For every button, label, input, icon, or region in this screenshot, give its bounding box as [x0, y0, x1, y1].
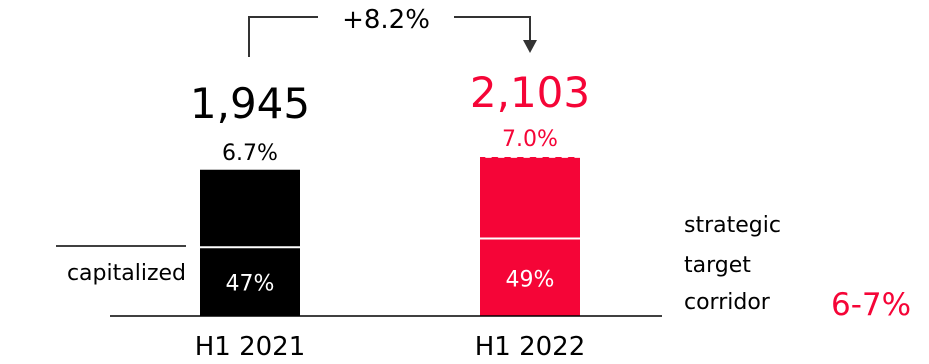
ratio-label-2021: 6.7%: [222, 141, 278, 166]
x-tick-label-2021: H1 2021: [195, 332, 306, 362]
corridor-label-line-2: target: [684, 253, 751, 278]
bar-group-h1-2021: 1,945 6.7% 47% H1 2021: [190, 79, 310, 362]
value-label-2022: 2,103: [470, 68, 590, 117]
ratio-label-2022: 7.0%: [502, 127, 558, 152]
bar-h1-2022: [480, 157, 580, 316]
bar-group-h1-2022: 2,103 7.0% 49% H1 2022: [470, 68, 590, 362]
capitalized-share-label-2021: 47%: [226, 272, 275, 297]
corridor-label-line-1: strategic: [684, 213, 781, 238]
change-bracket-line-right: [454, 16, 531, 40]
corridor-value: 6-7%: [831, 287, 911, 323]
capitalized-label: capitalized: [67, 261, 186, 286]
x-tick-label-2022: H1 2022: [475, 332, 586, 362]
change-bracket-line-left: [248, 16, 318, 57]
change-bracket: +8.2%: [248, 5, 537, 57]
value-label-2021: 1,945: [190, 79, 310, 128]
capitalized-share-label-2022: 49%: [506, 267, 555, 292]
change-label: +8.2%: [342, 5, 430, 35]
strategic-target-corridor: strategic target corridor 6-7%: [684, 213, 911, 323]
bar-h1-2021: [200, 169, 300, 316]
corridor-label-line-3: corridor: [684, 290, 771, 315]
change-arrow-head: [523, 40, 537, 53]
